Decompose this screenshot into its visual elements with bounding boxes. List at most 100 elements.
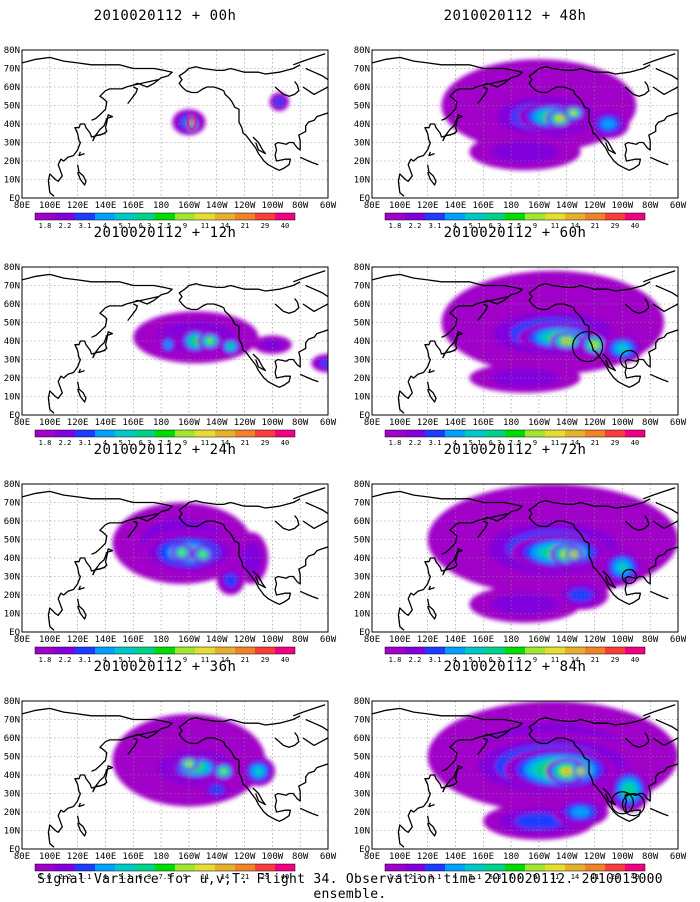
plot-frame [21,700,329,850]
coastline [127,86,139,104]
coastline [127,520,139,538]
colorbar-swatch [605,213,625,220]
colorbar-label: 21 [241,873,249,881]
colorbar-swatch [425,647,445,654]
colorbar-label: 21 [241,222,249,230]
colorbar-swatch [465,864,485,871]
colorbar-swatch [565,864,585,871]
flight-track-marker [186,114,197,131]
colorbar-swatch [465,647,485,654]
colorbar-swatch [155,213,175,220]
x-tick-label: 160W [178,418,200,428]
colorbar-label: 4 [453,656,457,664]
coastline [602,353,617,372]
map-panel: 2010020112 + 00h EQ 10N 20N 30N 40N 50N 60N 70N 8… [0,8,337,230]
colorbar-swatch [35,647,55,654]
x-tick-label: 100E [39,418,61,428]
map-plot: EQ 10N 20N 30N 40N 50N 60N 70N 80N 80E 100E 120E 140… [354,46,687,230]
coastline [252,136,267,155]
y-tick-label: 60N [4,83,20,93]
colorbar-swatch [525,864,545,871]
y-tick-label: EQ [9,628,20,638]
colorbar-swatch [115,213,135,220]
coastline [92,331,114,359]
colorbar-label: 5.1 [119,656,132,664]
x-tick-label: 100W [262,418,284,428]
colorbar-swatch [425,864,445,871]
x-tick-label: 80E [364,635,380,645]
colorbar-label: 14 [571,222,579,230]
x-tick-label: 120W [234,635,256,645]
colorbar-label: 14 [221,222,229,230]
colorbar-swatch [275,213,295,220]
y-tick-label: 30N [4,356,20,366]
coastline [299,373,319,383]
colorbar-swatch [215,213,235,220]
coastlines [22,53,328,197]
colorbar-frame [384,863,646,872]
x-tick-label: 140E [95,418,117,428]
x-tick-label: 120W [234,201,256,211]
gridlines [22,50,328,198]
coastlines [372,487,678,631]
x-tick-label: 80E [14,201,30,211]
coastline [292,487,326,500]
y-tick-label: 10N [4,393,20,403]
colorbar-swatch [55,864,75,871]
colorbar-label: 9 [533,222,537,230]
colorbar-label: 3.1 [429,656,442,664]
variance-contour [253,767,264,776]
variance-contour [563,769,570,774]
colorbar-label: 11 [551,873,559,881]
colorbar-swatch [485,430,505,437]
coastline [426,381,437,403]
colorbar-label: 7.5 [509,222,522,230]
y-tick-label: 50N [4,536,20,546]
colorbar-swatch [585,430,605,437]
coastline [305,284,328,298]
map-plot: EQ 10N 20N 30N 40N 50N 60N 70N 80N 80E 100E 120E 140… [4,263,337,447]
colorbar-label: 29 [611,439,619,447]
coastline [642,270,676,283]
x-tick-label: 140E [445,201,467,211]
x-tick-label: 80W [292,635,309,645]
colorbar-swatch [115,647,135,654]
gridlines [372,484,678,632]
variance-contour [557,116,562,121]
colorbar-swatch [35,864,55,871]
y-tick-label: 80N [4,263,20,273]
colorbar-swatch [75,647,95,654]
coastline [483,295,509,303]
coastline [428,151,435,157]
colorbar-label: 7.5 [159,222,172,230]
coastline [649,590,669,600]
coastline [178,64,301,92]
y-tick-label: 70N [354,716,370,726]
y-tick-label: 50N [4,102,20,112]
y-tick-label: 30N [4,790,20,800]
coastline [22,707,173,772]
coastline [642,53,676,66]
coastline [652,303,678,313]
colorbar-label: 2.2 [409,222,422,230]
colorbar-swatch [485,647,505,654]
coastline [302,520,328,530]
y-tick-label: 40N [354,554,370,564]
colorbar-label: 4 [103,656,107,664]
map-plot: EQ 10N 20N 30N 40N 50N 60N 70N 80N 80E 100E 120E 140… [4,46,337,230]
y-tick-label: 30N [354,139,370,149]
coastline [649,156,669,166]
y-tick-label: EQ [9,411,20,421]
x-tick-label: 180 [503,201,519,211]
y-tick-label: 40N [4,771,20,781]
coastline [305,718,328,732]
x-tick-label: 140E [95,635,117,645]
coastline [133,295,159,303]
coastline [76,815,87,837]
y-tick-label: 70N [4,65,20,75]
colorbar-label: 29 [611,222,619,230]
gridlines [372,50,678,198]
colorbar-label: 6.3 [489,873,502,881]
colorbar-frame [34,863,296,872]
coastline [477,303,489,321]
